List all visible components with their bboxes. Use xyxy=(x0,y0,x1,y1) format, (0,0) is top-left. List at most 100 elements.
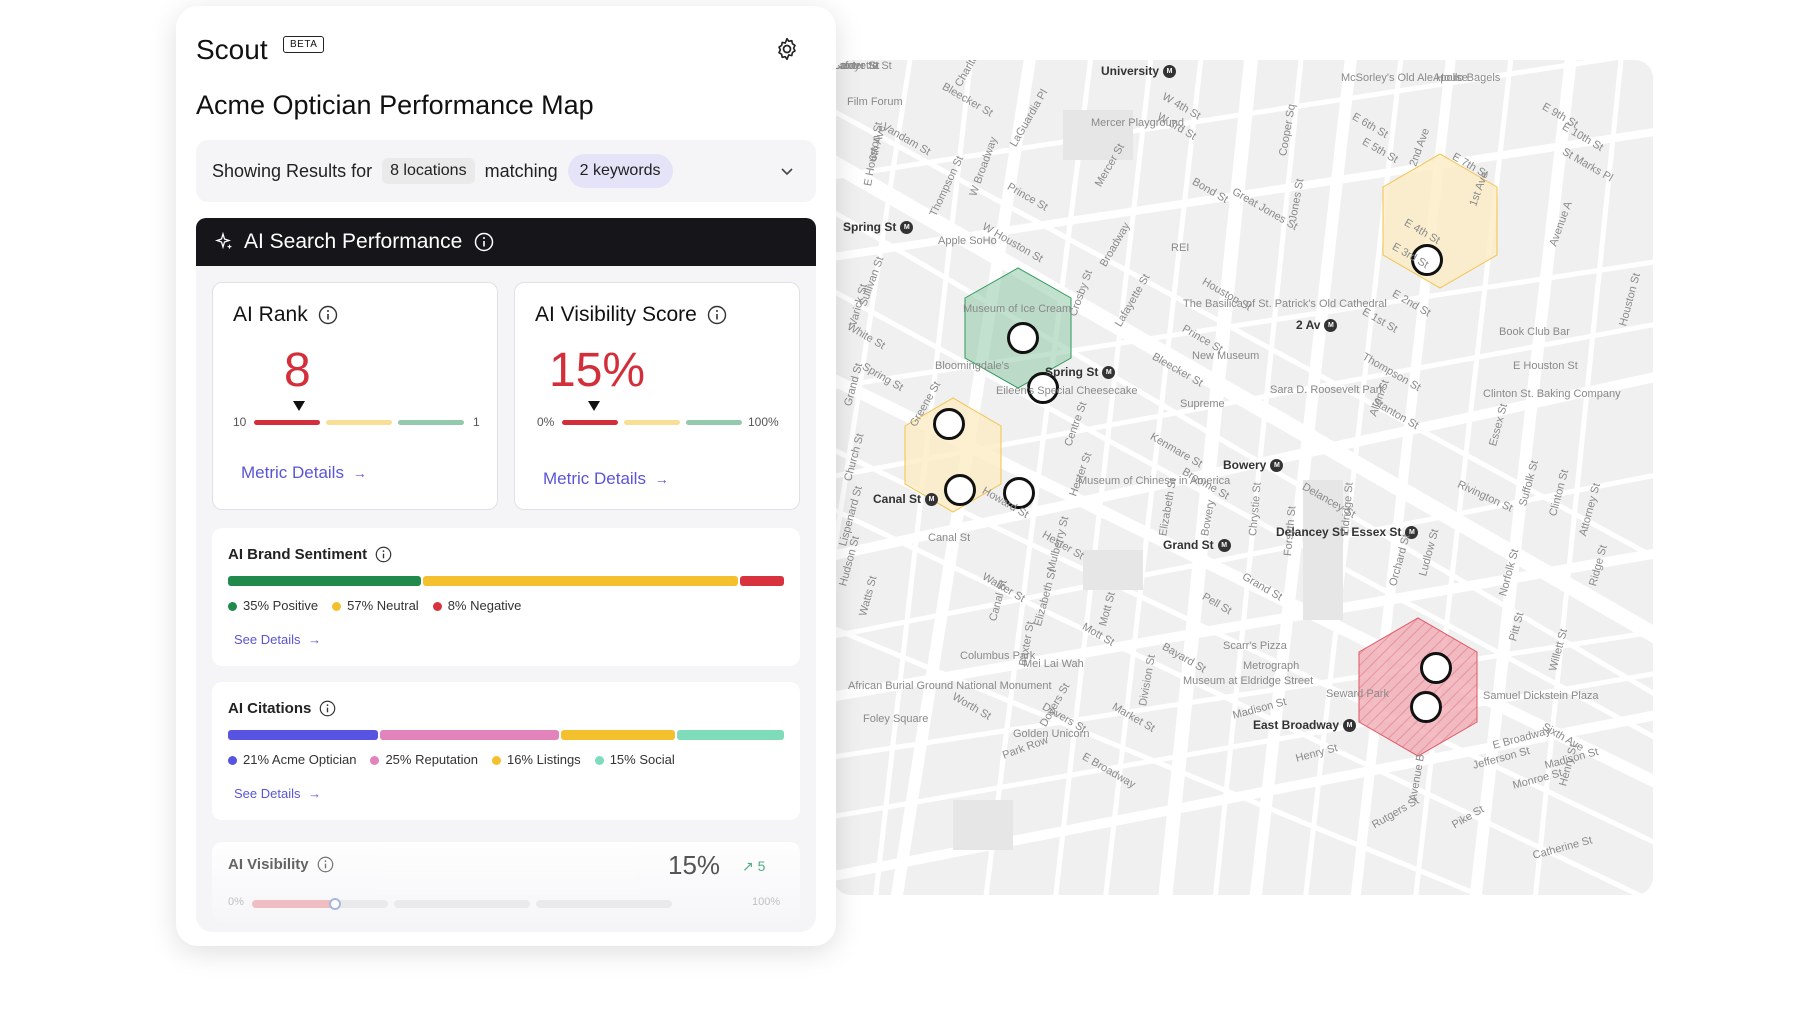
sentiment-legend: 35% Positive 57% Neutral 8% Negative xyxy=(228,598,521,613)
ai-visibility-knob[interactable] xyxy=(329,898,341,910)
beta-badge: BETA xyxy=(283,36,325,53)
map-label: New Museum xyxy=(1192,350,1260,362)
results-filter[interactable]: Showing Results for 8 locations matching… xyxy=(196,140,816,202)
location-marker[interactable] xyxy=(1420,652,1452,684)
info-icon[interactable] xyxy=(317,856,334,873)
map-streets xyxy=(833,60,1653,895)
citations-legend-item: 21% Acme Optician xyxy=(228,752,356,767)
ai-rank-card: AI Rank 8 10 1 Metric Details → xyxy=(212,282,498,510)
rank-seg-green xyxy=(398,420,464,425)
map[interactable]: University M Film Forum Bleecker St Spring S… xyxy=(833,60,1653,895)
ai-visibility-max: 100% xyxy=(752,896,781,908)
visibility-seg-yellow xyxy=(624,420,680,425)
sentiment-see-details-link[interactable]: See Details → xyxy=(234,632,322,647)
ai-search-performance-header: AI Search Performance xyxy=(196,218,816,266)
map-label: Baxter St xyxy=(833,60,879,72)
map-label: Sara D. Roosevelt Park xyxy=(1270,384,1385,396)
location-marker[interactable] xyxy=(1411,244,1443,276)
location-marker[interactable] xyxy=(944,474,976,506)
sentiment-legend-item: 35% Positive xyxy=(228,598,318,613)
ai-visibility-title: AI Visibility xyxy=(228,856,309,873)
citations-see-details-link[interactable]: See Details → xyxy=(234,786,322,801)
scout-panel: Scout BETA Acme Optician Performance Map… xyxy=(176,6,836,946)
map-label: University M xyxy=(1101,64,1177,79)
arrow-right-icon: → xyxy=(654,471,669,487)
sentiment-bar-segment xyxy=(228,576,422,586)
map-label: Samuel Dickstein Plaza xyxy=(1483,690,1599,702)
info-icon[interactable] xyxy=(375,546,392,563)
map-label: Bloomingdale's xyxy=(935,360,1010,372)
ai-visibility-delta: ↗ 5 xyxy=(742,858,766,874)
legend-dot-icon xyxy=(228,602,237,611)
location-marker[interactable] xyxy=(1003,477,1035,509)
subway-icon: M xyxy=(925,493,939,507)
map-label: Canal St M xyxy=(873,492,939,507)
map-label: Mei Lai Wah xyxy=(1023,658,1084,670)
location-marker[interactable] xyxy=(1007,322,1039,354)
location-marker[interactable] xyxy=(933,408,965,440)
citations-bar-segment xyxy=(228,730,378,740)
map-label: Spring St M xyxy=(843,220,914,235)
rank-scale-min: 10 xyxy=(233,415,247,429)
map-label: Centre St xyxy=(833,60,880,72)
ai-visibility-score-title: AI Visibility Score xyxy=(535,303,697,326)
rank-scale-max: 1 xyxy=(473,415,480,429)
map-label: Clinton St. Baking Company xyxy=(1483,388,1621,400)
ai-rank-title: AI Rank xyxy=(233,303,308,326)
gear-icon[interactable] xyxy=(774,36,800,62)
info-icon[interactable] xyxy=(707,305,727,325)
map-label: Film Forum xyxy=(847,96,903,108)
map-label: Museum of Ice Cream xyxy=(963,303,1072,315)
citations-bar-segment xyxy=(560,730,675,740)
ai-visibility-metric-details-link[interactable]: Metric Details → xyxy=(543,469,669,488)
info-icon[interactable] xyxy=(318,305,338,325)
legend-dot-icon xyxy=(370,756,380,765)
subway-icon: M xyxy=(1163,65,1177,79)
map-label: Supreme xyxy=(1180,398,1225,410)
map-label: East Broadway M xyxy=(1253,718,1357,733)
chevron-down-icon[interactable] xyxy=(780,164,794,178)
subway-icon: M xyxy=(1405,526,1419,540)
map-label: Museum at Eldridge Street xyxy=(1183,675,1314,687)
map-label: Scarr's Pizza xyxy=(1223,640,1287,652)
filter-prefix: Showing Results for xyxy=(212,160,373,181)
ai-visibility-min: 0% xyxy=(228,896,244,908)
subway-icon: M xyxy=(1102,366,1116,380)
app-name: Scout xyxy=(196,34,268,65)
visibility-scale-max: 100% xyxy=(748,415,779,429)
page-title: Acme Optician Performance Map xyxy=(196,90,594,120)
map-label: Apollo Bagels xyxy=(1433,72,1501,84)
visibility-scale-min: 0% xyxy=(537,415,555,429)
map-label: Grand St M xyxy=(1163,538,1231,553)
sentiment-bar-segment xyxy=(739,576,784,586)
keywords-chip[interactable]: 2 keywords xyxy=(567,154,673,188)
visibility-seg-red xyxy=(562,420,618,425)
subway-icon: M xyxy=(1217,539,1231,553)
arrow-right-icon: → xyxy=(308,632,322,647)
rank-indicator xyxy=(293,401,305,411)
legend-dot-icon xyxy=(228,756,237,765)
info-icon[interactable] xyxy=(319,700,336,717)
filter-middle: matching xyxy=(484,160,558,181)
ai-brand-sentiment-card: AI Brand Sentiment 35% Positive 57% Neutr… xyxy=(212,528,800,666)
location-marker[interactable] xyxy=(1410,691,1442,723)
ai-visibility-fill xyxy=(252,900,335,908)
info-icon[interactable] xyxy=(474,232,494,252)
map-label: REI xyxy=(1171,242,1190,254)
ai-rank-metric-details-link[interactable]: Metric Details → xyxy=(241,463,367,482)
map-label: Book Club Bar xyxy=(1499,326,1570,338)
subway-icon: M xyxy=(1343,719,1357,733)
rank-seg-yellow xyxy=(326,420,392,425)
map-label: Lafayette St xyxy=(833,60,892,72)
subway-icon: M xyxy=(900,221,914,235)
sparkle-icon xyxy=(214,232,233,250)
subway-icon: M xyxy=(1270,459,1284,473)
ai-visibility-value: 15% xyxy=(668,850,721,880)
sentiment-title: AI Brand Sentiment xyxy=(228,546,368,563)
location-marker[interactable] xyxy=(1027,372,1059,404)
legend-dot-icon xyxy=(594,756,604,765)
locations-chip[interactable]: 8 locations xyxy=(382,158,475,184)
arrow-right-icon: → xyxy=(352,465,367,481)
map-label: Eileen's Special Cheesecake xyxy=(996,385,1138,397)
sentiment-legend-item: 8% Negative xyxy=(432,598,521,613)
